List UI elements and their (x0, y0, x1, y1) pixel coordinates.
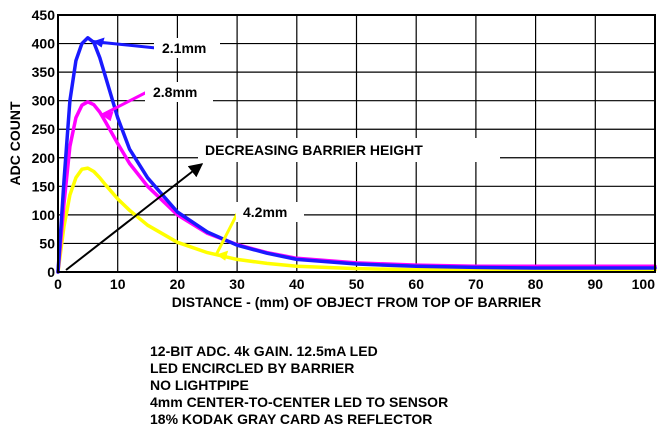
callout-arrowhead (101, 111, 114, 122)
plot-frame (57, 14, 656, 273)
x-tick-label: 60 (408, 276, 424, 292)
y-tick-label: 0 (47, 264, 55, 280)
annotations: 2.1mm 2.8mm 4.2mm DECREASING BARRIER HEIGHT (65, 37, 500, 271)
note-line: 18% KODAK GRAY CARD AS REFLECTOR (150, 411, 433, 427)
callout-label: 2.8mm (153, 84, 197, 100)
note-line: LED ENCIRCLED BY BARRIER (150, 360, 355, 376)
callout-line (92, 40, 157, 50)
y-tick-label: 300 (32, 93, 56, 109)
callout-arrowhead (216, 250, 229, 261)
note-line: 12-BIT ADC. 4k GAIN. 12.5mA LED (150, 343, 378, 359)
callout-line (100, 90, 148, 117)
callout-arrowhead (92, 37, 105, 48)
x-axis-title: DISTANCE - (mm) OF OBJECT FROM TOP OF BA… (172, 294, 541, 310)
x-tick-label: 80 (528, 276, 544, 292)
callout-label-bg (236, 202, 304, 222)
x-tick-label: 100 (632, 276, 656, 292)
series-line-4.2mm (56, 166, 657, 274)
callout-label: 4.2mm (243, 204, 287, 220)
test-conditions-notes: 12-BIT ADC. 4k GAIN. 12.5mA LED LED ENCI… (150, 343, 448, 428)
y-tick-label: 450 (32, 7, 56, 23)
x-tick-label: 20 (170, 276, 186, 292)
x-tick-label: 50 (349, 276, 365, 292)
note-line: NO LIGHTPIPE (150, 377, 249, 393)
x-tick-label: 70 (468, 276, 484, 292)
x-tick-label: 40 (289, 276, 305, 292)
note-line: 4mm CENTER-TO-CENTER LED TO SENSOR (150, 394, 449, 410)
y-tick-label: 400 (32, 36, 56, 52)
y-tick-label: 150 (32, 178, 56, 194)
y-tick-label: 50 (39, 235, 55, 251)
series-lines (56, 36, 657, 274)
x-tick-label: 90 (588, 276, 604, 292)
x-tick-label: 10 (110, 276, 126, 292)
decreasing-height-label-bg (198, 138, 500, 162)
decreasing-height-label: DECREASING BARRIER HEIGHT (205, 142, 423, 158)
decreasing-height-arrow (65, 163, 204, 271)
callout-label: 2.1mm (162, 40, 206, 56)
adc-count-chart: 0 10 20 30 40 50 60 70 80 90 100 0 50 100 150 200 250 300… (7, 7, 657, 310)
tick-labels: 0 10 20 30 40 50 60 70 80 90 100 0 50 100 150 200 250 300… (32, 7, 656, 292)
callout-label-bg (154, 38, 220, 58)
y-tick-label: 100 (32, 207, 56, 223)
y-tick-label: 250 (32, 121, 56, 137)
y-axis-title: ADC COUNT (7, 101, 23, 185)
x-tick-label: 0 (54, 276, 62, 292)
x-tick-label: 30 (229, 276, 245, 292)
series-line-2.1mm (56, 36, 657, 274)
callout-label-bg (145, 82, 213, 102)
y-tick-label: 200 (32, 150, 56, 166)
callout-line (214, 211, 240, 256)
y-tick-label: 350 (32, 64, 56, 80)
